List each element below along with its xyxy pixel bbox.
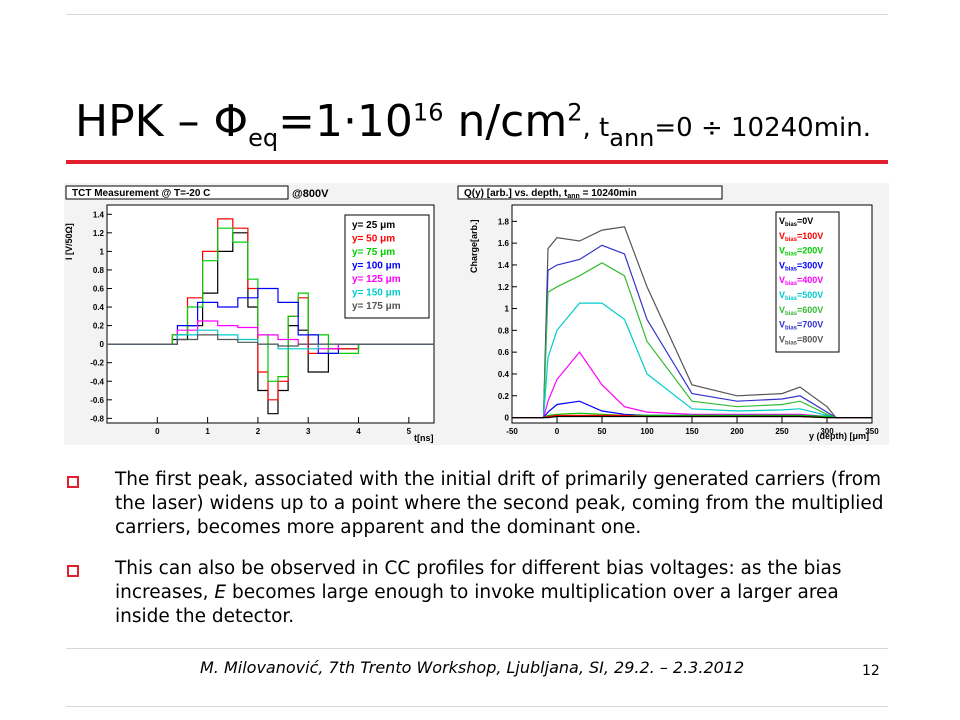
right-ytick-label: 1.8 [498, 217, 510, 226]
right-xtick-label: 200 [730, 427, 744, 436]
right-xlabel: y (depth) [μm] [809, 431, 869, 441]
left-legend-entry: y= 75 μm [352, 247, 395, 258]
plots-panel: TCT Measurement @ T=-20 C @800V 1.4 1.2 1 0… [64, 183, 889, 445]
left-plot-header-box [65, 185, 289, 200]
left-xtick-label: 3 [306, 427, 311, 436]
left-legend-entry: y= 50 μm [352, 234, 395, 245]
right-legend-entry: Vbias=0V [779, 216, 813, 228]
left-ytick-label: 0 [100, 340, 105, 349]
left-xtick-label: 2 [256, 427, 261, 436]
slide-title: HPK – Φeq=1·1016 n/cm2, tann=0 ÷ 10240mi… [75, 96, 872, 152]
left-xtick-label: 0 [155, 427, 160, 436]
right-plot: Q(y) [arb.] vs. depth, tann = 10240min 1… [457, 185, 879, 441]
right-legend-entry: Vbias=300V [779, 260, 823, 272]
right-ytick-label: 0.2 [498, 392, 510, 401]
title-underline [66, 160, 888, 164]
right-plot-header: Q(y) [arb.] vs. depth, tann = 10240min [464, 188, 637, 200]
right-legend-entry: Vbias=800V [779, 334, 823, 346]
right-legend-entry: Vbias=600V [779, 305, 823, 317]
right-xtick-label: 50 [598, 427, 607, 436]
left-plot-tag: @800V [292, 188, 329, 200]
right-ytick-label: 0.8 [498, 326, 510, 335]
bullet-text-2: This can also be observed in CC profiles… [115, 558, 842, 627]
left-xtick-label: 1 [205, 427, 210, 436]
right-ytick-label: 1.4 [498, 261, 510, 270]
left-legend-entry: y= 100 μm [352, 261, 401, 272]
left-ytick-label: 0.2 [93, 322, 105, 331]
footer-citation: M. Milovanović, 7th Trento Workshop, Lju… [200, 658, 745, 677]
right-xtick-label: 250 [775, 427, 789, 436]
right-ytick-label: 0 [505, 414, 510, 423]
right-xtick-label: 100 [640, 427, 654, 436]
top-rule [66, 14, 888, 15]
right-ytick-label: 0.4 [498, 370, 510, 379]
right-ytick-label: 1 [505, 305, 510, 314]
left-ytick-label: -0.4 [90, 377, 104, 386]
right-ytick-label: 1.2 [498, 283, 510, 292]
right-xtick-label: -50 [506, 427, 518, 436]
bullet-icon-2 [67, 565, 79, 577]
left-ytick-label: -0.2 [90, 359, 104, 368]
page-number: 12 [862, 663, 880, 679]
left-xlabel: t[ns] [414, 433, 434, 443]
left-legend-entry: y= 175 μm [352, 301, 401, 312]
right-series-line [512, 302, 872, 419]
left-xtick-label: 5 [407, 427, 412, 436]
left-ylabel: I [V/50Ω] [64, 223, 74, 260]
right-legend-entry: Vbias=200V [779, 246, 823, 258]
left-series-line [107, 334, 434, 347]
left-plot: TCT Measurement @ T=-20 C @800V 1.4 1.2 1 0… [64, 185, 435, 443]
right-legend-entry: Vbias=500V [779, 290, 823, 302]
bullet-icon-1 [67, 476, 79, 488]
footer-rule [66, 648, 888, 649]
left-series-line [107, 218, 434, 401]
right-ytick-label: 1.6 [498, 239, 510, 248]
left-ytick-label: -0.6 [90, 396, 104, 405]
right-xtick-label: 300 [820, 427, 834, 436]
left-legend-entry: y= 150 μm [352, 288, 401, 299]
right-ytick-label: 0.6 [498, 348, 510, 357]
right-series-line [512, 415, 872, 419]
left-legend-entry: y= 25 μm [352, 220, 395, 231]
bullet-text-1: The first peak, associated with the init… [115, 469, 884, 538]
left-ytick-label: -0.8 [90, 414, 104, 423]
right-xtick-label: 150 [685, 427, 699, 436]
right-xtick-label: 0 [555, 427, 560, 436]
right-legend-entry: Vbias=400V [779, 275, 823, 287]
bottom-rule [66, 706, 888, 707]
left-series-line [107, 329, 434, 350]
right-legend-entry: Vbias=700V [779, 320, 823, 332]
left-series-line [107, 287, 434, 354]
right-series-line [512, 412, 872, 419]
left-ytick-label: 1.4 [93, 210, 105, 219]
left-xtick-label: 4 [356, 427, 361, 436]
right-series-line [512, 226, 872, 419]
right-xtick-label: 350 [865, 427, 879, 436]
right-legend-entry: Vbias=100V [779, 231, 823, 243]
left-ytick-label: 1.2 [93, 229, 105, 238]
right-legend-box [775, 211, 840, 353]
right-ylabel: Charge[arb.] [469, 219, 479, 273]
left-series-line [107, 320, 434, 350]
plots-svg: TCT Measurement @ T=-20 C @800V 1.41.210… [64, 185, 879, 443]
left-legend-box [344, 214, 430, 319]
right-series-line [512, 244, 872, 419]
left-ytick-label: 0.8 [93, 266, 105, 275]
right-series-line [512, 262, 872, 419]
left-ytick-label: 1 [100, 247, 105, 256]
left-plot-header: TCT Measurement @ T=-20 C [72, 188, 210, 199]
left-legend-entry: y= 125 μm [352, 274, 401, 285]
left-ytick-label: 0.6 [93, 284, 105, 293]
left-ytick-label: 0.4 [93, 303, 105, 312]
right-plot-header-box [457, 185, 723, 200]
